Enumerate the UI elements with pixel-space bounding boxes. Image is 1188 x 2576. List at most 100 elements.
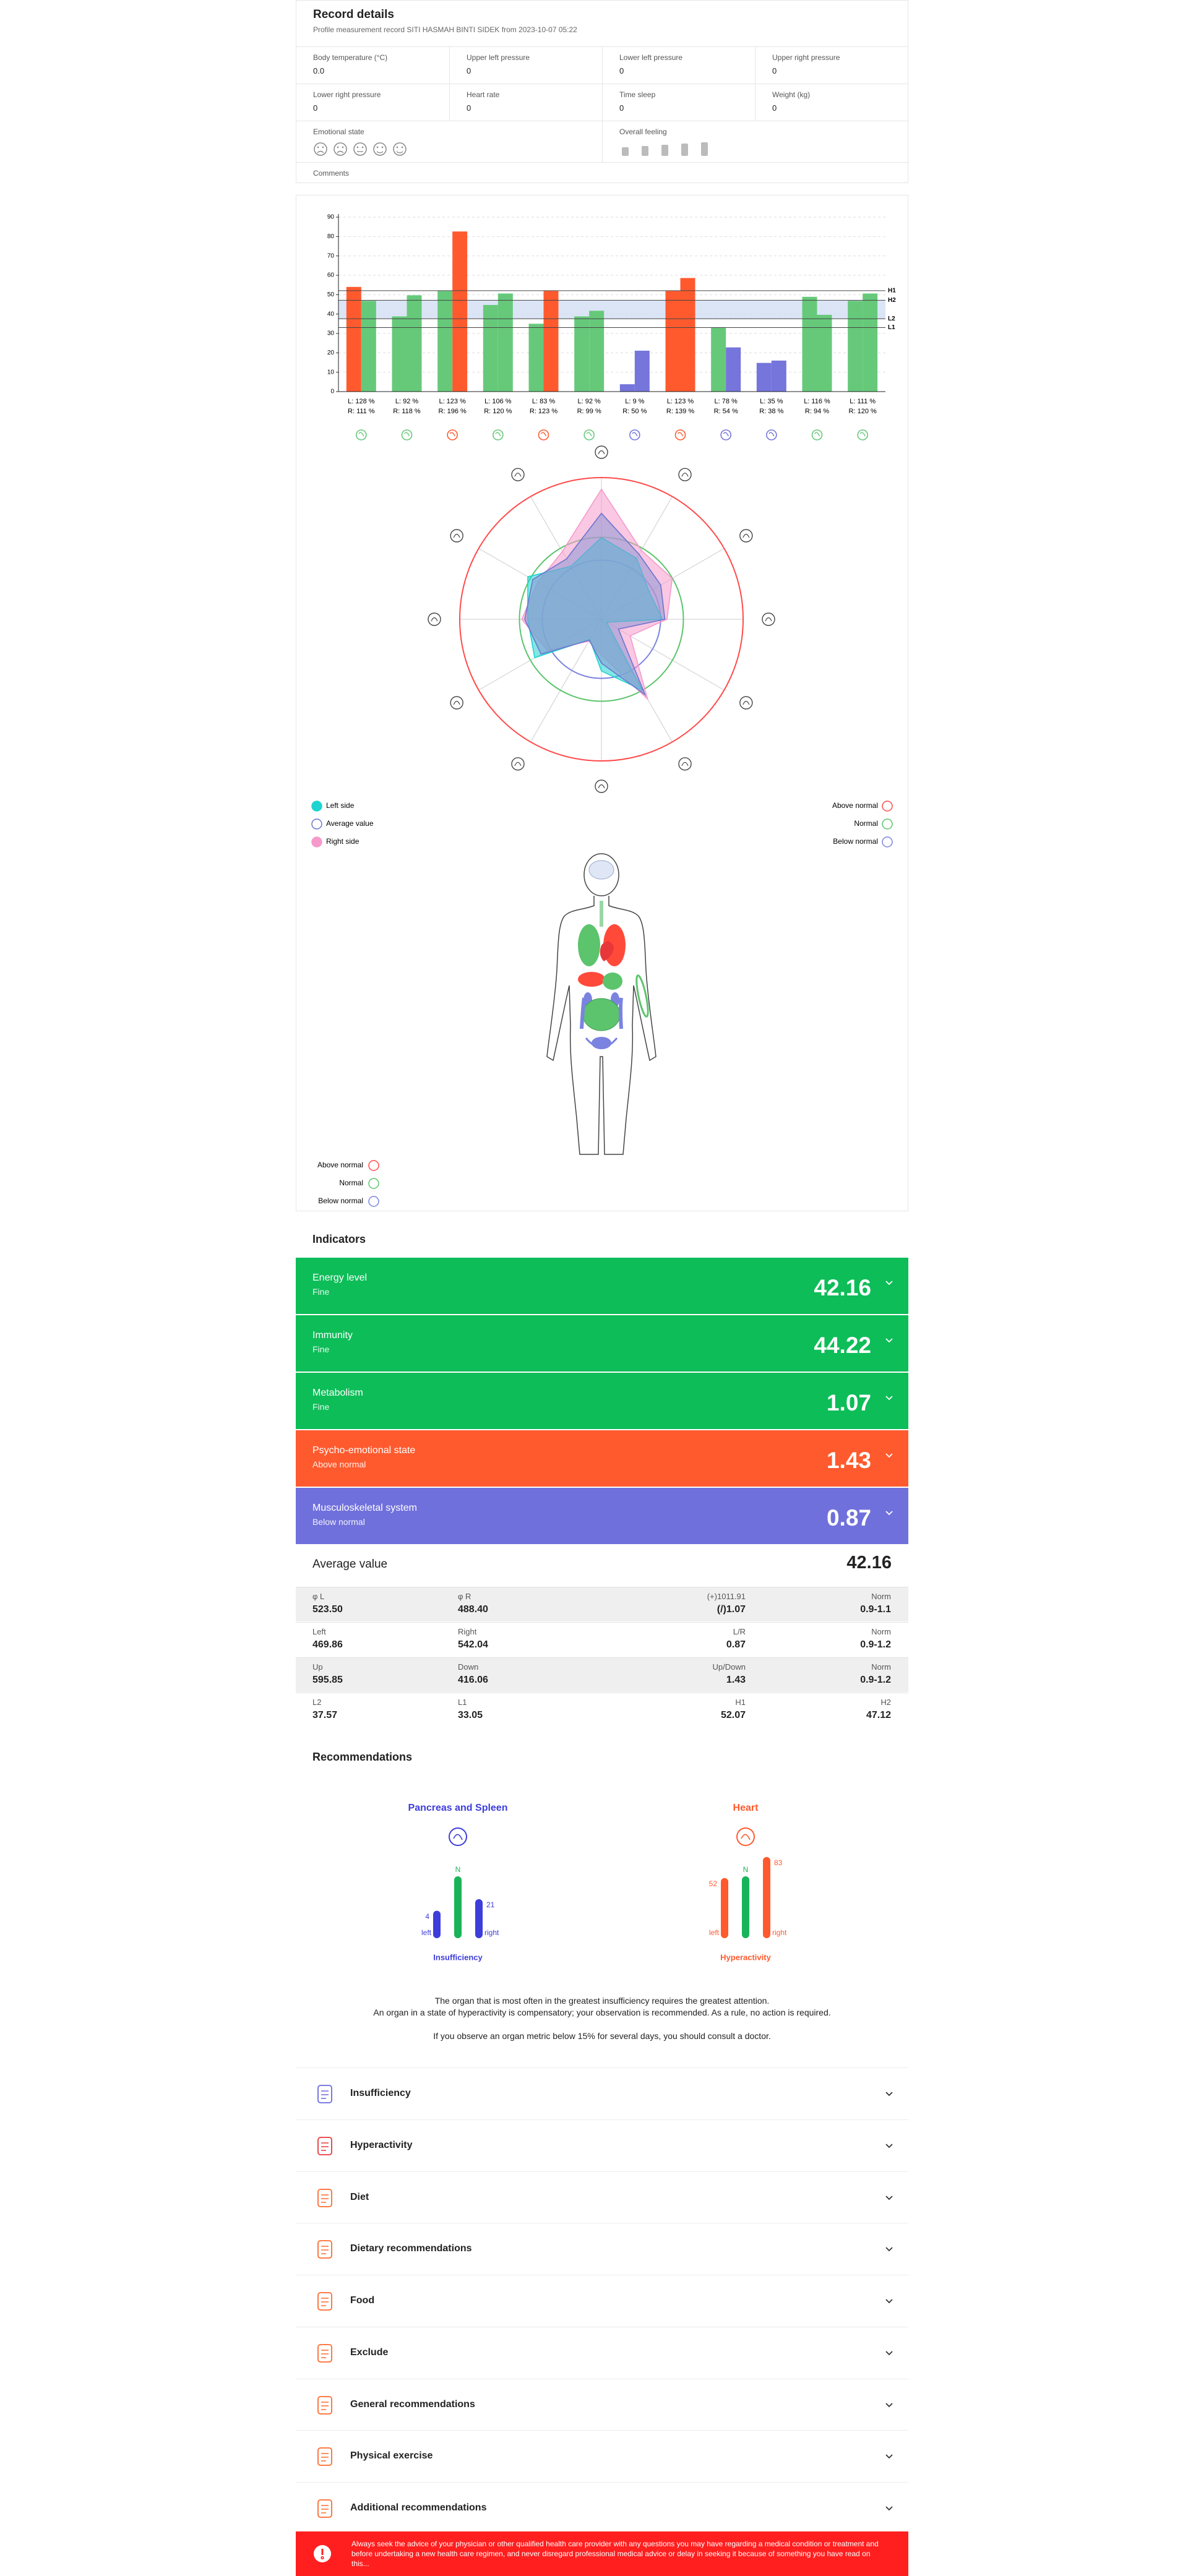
body-outline — [546, 896, 656, 1155]
field-label: Upper right pressure — [772, 53, 840, 62]
x-tick-label: L: 116 % — [804, 398, 830, 405]
content-column: Record details Profile measurement record… — [296, 0, 909, 2576]
accordion-item[interactable]: Additional recommendations — [296, 2482, 908, 2533]
face-eye — [376, 146, 379, 148]
legend-label: Normal — [339, 1179, 363, 1187]
field: Weight (kg) 0 — [755, 84, 908, 121]
organ-icon-detail — [514, 473, 522, 477]
chevron — [885, 2351, 893, 2356]
accordion-item[interactable]: General recommendations — [296, 2378, 908, 2430]
legend-label: Right side — [326, 837, 359, 846]
field-label: Lower left pressure — [619, 53, 683, 62]
emotional-cell: Emotional state — [296, 121, 602, 162]
recommendation-text: If you observe an organ metric below 15%… — [433, 2031, 771, 2041]
organ-state: Insufficiency — [433, 1952, 483, 1962]
section-icon-detail — [321, 2350, 329, 2358]
accordion-title: Additional recommendations — [350, 2502, 487, 2513]
indicator-name: Energy level — [312, 1273, 368, 1283]
indicator-status: Fine — [312, 1287, 330, 1297]
x-tick-label: R: 50 % — [622, 408, 647, 415]
organ-icon-detail — [814, 432, 820, 437]
chevron — [885, 2454, 893, 2459]
accordion-item[interactable]: Exclude — [296, 2326, 908, 2378]
x-tick-label: L: 106 % — [484, 398, 512, 405]
organ-bar-right — [475, 1899, 483, 1938]
organ-icon — [857, 429, 868, 440]
indicator-card[interactable]: Musculoskeletal system Below normal 0.87 — [296, 1488, 908, 1544]
chevron — [885, 2299, 893, 2304]
x-tick-label: R: 94 % — [805, 408, 829, 415]
y-tick-label: 70 — [327, 252, 335, 259]
legend-swatch — [311, 836, 322, 848]
section-icon-shape — [317, 2240, 332, 2259]
section-icon-detail — [321, 2401, 329, 2410]
table-label: Up — [312, 1662, 323, 1672]
legend-label: Normal — [854, 819, 878, 828]
organ-icon-detail — [768, 432, 775, 437]
organ-icon-detail — [681, 762, 689, 766]
table-value: 37.57 — [312, 1710, 338, 1720]
comments-row: Comments — [296, 162, 909, 184]
face-mouth — [317, 150, 324, 153]
section-icon — [317, 2343, 332, 2363]
indicator-card[interactable]: Immunity Fine 44.22 — [296, 1315, 908, 1372]
normal-band — [338, 300, 885, 319]
accordion-item[interactable]: Physical exercise — [296, 2430, 908, 2481]
legend-swatch — [368, 1196, 379, 1207]
x-tick-label: L: 9 % — [625, 398, 644, 405]
bar — [711, 327, 726, 392]
chevron-line — [885, 2299, 893, 2304]
indicator-card[interactable]: Metabolism Fine 1.07 — [296, 1373, 908, 1429]
field: Body temperature (°C) 0.0 — [296, 46, 449, 84]
organ-icon-detail — [741, 1834, 751, 1840]
field-value: 0.0 — [313, 66, 325, 75]
legend-label: Below normal — [833, 837, 878, 846]
organ-icon — [595, 779, 608, 793]
chevron — [885, 1511, 893, 1516]
face — [314, 142, 327, 156]
indicator-card[interactable]: Energy level Fine 42.16 — [296, 1258, 908, 1314]
chevron-line — [885, 2195, 893, 2200]
table-value: 0.87 — [726, 1639, 746, 1650]
organ-icon-detail — [632, 432, 638, 437]
table-value: (/)1.07 — [717, 1604, 746, 1615]
alert-icon — [314, 2545, 331, 2562]
bar — [771, 360, 786, 392]
accordion-item[interactable]: Dietary recommendations — [296, 2223, 908, 2274]
comments-label: Comments — [313, 169, 350, 178]
face-eye — [396, 146, 398, 148]
accordion-item[interactable]: Diet — [296, 2171, 908, 2223]
organ-icon — [450, 696, 463, 710]
accordion-item[interactable]: Hyperactivity — [296, 2119, 908, 2171]
table-label: L2 — [312, 1698, 322, 1707]
organ-icon-detail — [453, 1834, 463, 1840]
colon — [580, 997, 623, 1029]
face-mouth — [376, 151, 384, 153]
bar — [680, 278, 695, 392]
chevron — [885, 2247, 893, 2252]
indicator-card[interactable]: Psycho-emotional state Above normal 1.43 — [296, 1430, 908, 1487]
organ-icon-detail — [358, 432, 364, 437]
section-icon-shape — [317, 2292, 332, 2311]
bar — [817, 314, 832, 392]
accordion-item[interactable]: Food — [296, 2275, 908, 2326]
face-eye — [356, 146, 359, 148]
legend-swatch — [882, 836, 893, 848]
table-value: 523.50 — [312, 1604, 343, 1615]
bar — [407, 295, 422, 392]
section-icon — [317, 2292, 332, 2311]
section-title: Indicators — [312, 1233, 366, 1245]
chevron-line — [885, 2351, 893, 2356]
face-mouth — [396, 151, 403, 153]
accordion-item[interactable]: Insufficiency — [296, 2067, 908, 2119]
indicator-status: Below normal — [312, 1517, 365, 1527]
organ-icon-detail — [449, 432, 455, 437]
x-tick-label: R: 139 % — [666, 408, 694, 415]
face-eye — [337, 146, 339, 148]
organ-title: Heart — [733, 1803, 759, 1813]
recommendation-text: An organ in a state of hyperactivity is … — [373, 2007, 831, 2017]
indicator-value: 42.16 — [814, 1275, 871, 1300]
field-label: Lower right pressure — [313, 90, 381, 99]
organ-normal-label: N — [455, 1865, 461, 1874]
feeling-icon — [701, 142, 708, 156]
